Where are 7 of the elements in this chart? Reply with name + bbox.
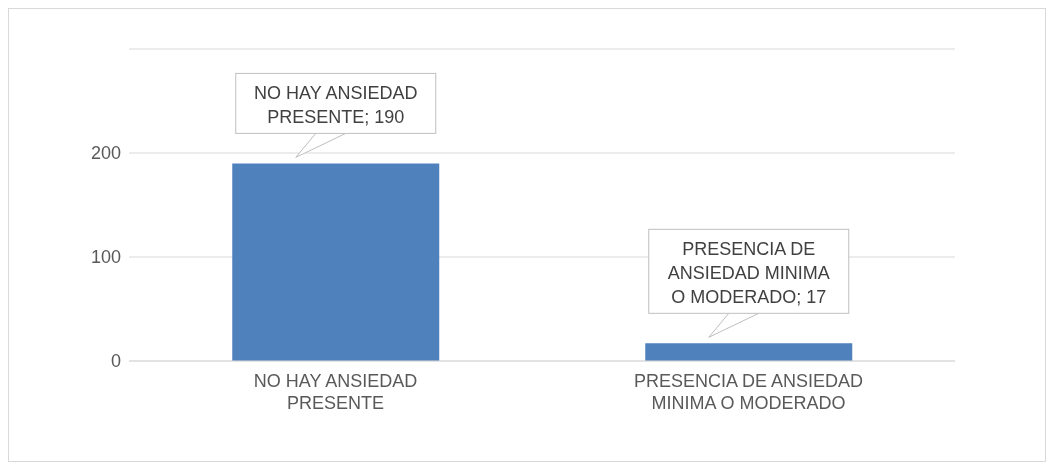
y-tick-label: 200 xyxy=(90,143,121,164)
y-tick-label: 100 xyxy=(90,247,121,268)
data-label: PRESENCIA DE ANSIEDAD MINIMA O MODERADO; 17 xyxy=(667,239,830,308)
y-tick-label: 0 xyxy=(110,351,121,372)
data-label: NO HAY ANSIEDAD PRESENTE; 190 xyxy=(254,83,418,128)
x-tick-label: NO HAY ANSIEDAD PRESENTE xyxy=(253,371,418,413)
x-tick-label: PRESENCIA DE ANSIEDAD MINIMA O MODERADO xyxy=(633,371,864,413)
